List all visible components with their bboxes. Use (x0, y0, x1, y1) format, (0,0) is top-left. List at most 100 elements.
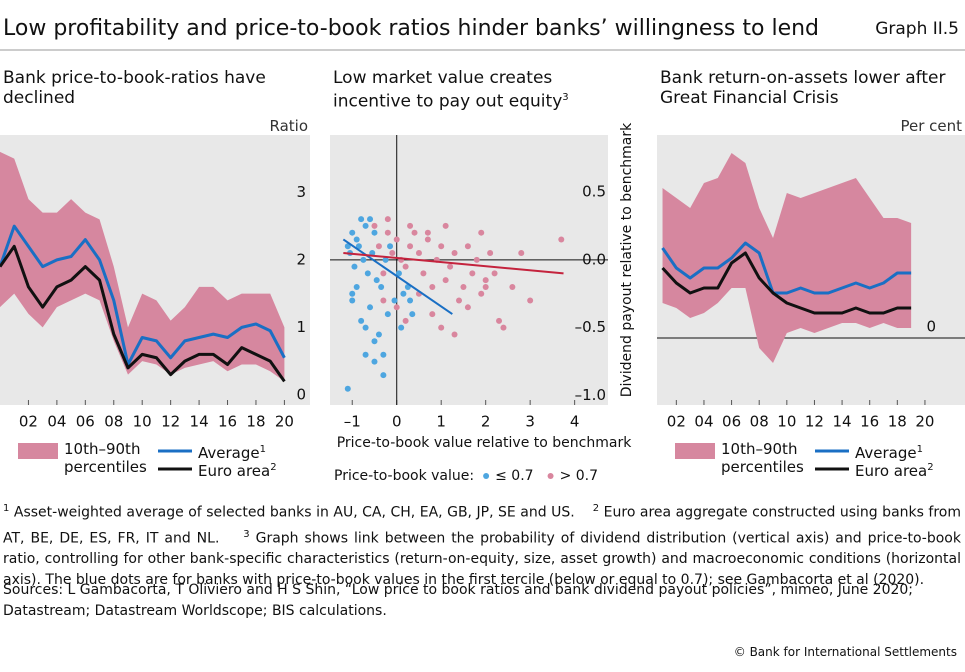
x-tick-label: 20 (275, 413, 294, 431)
scatter-point (451, 250, 458, 257)
legend-label: Average (855, 444, 917, 462)
y-tick-label: 1 (296, 318, 306, 336)
y-tick-label: 2 (296, 250, 306, 268)
scatter-point (369, 250, 376, 257)
scatter-point (367, 216, 374, 223)
scatter-point (482, 277, 489, 284)
footnote-mark: 1 (3, 503, 10, 514)
scatter-point (351, 263, 358, 270)
scatter-point (384, 229, 391, 236)
percentile-band (0, 151, 285, 382)
y-tick-label: 0 (296, 385, 306, 403)
scatter-point (496, 317, 503, 324)
x-tick-label: 10 (777, 413, 796, 431)
scatter-point (527, 297, 534, 304)
legend-label: 10th–90th percentiles (721, 440, 804, 476)
scatter-point (402, 317, 409, 324)
scatter-point (447, 263, 454, 270)
scatter-point (393, 304, 400, 311)
legend-label: > 0.7 (560, 468, 598, 484)
scatter-point (478, 229, 485, 236)
legend-note: 1 (916, 444, 923, 455)
footnote-text: Asset-weighted average of selected banks… (13, 504, 575, 521)
scatter-point (362, 351, 369, 358)
scatter-point (362, 222, 369, 229)
scatter-point (362, 324, 369, 331)
scatter-point (393, 236, 400, 243)
scatter-point (355, 243, 362, 250)
scatter-point (442, 277, 449, 284)
scatter-point (400, 290, 407, 297)
legend-note: 1 (259, 444, 266, 455)
panel-title: Bank return-on-assets lower after Great … (660, 68, 960, 108)
panel-title: Bank price-to-book-ratios have declined (3, 68, 303, 108)
scatter-point (384, 216, 391, 223)
x-tick-label: 06 (76, 413, 95, 431)
scatter-point (384, 311, 391, 318)
scatter-point (464, 304, 471, 311)
scatter-point (380, 297, 387, 304)
x-tick-label: 04 (47, 413, 66, 431)
legend-entry: Euro area2 (198, 459, 277, 480)
scatter-point (409, 311, 416, 318)
scatter-point (558, 236, 565, 243)
x-axis-label: Price-to-book value relative to benchmar… (337, 435, 633, 451)
unit-label: Ratio (269, 117, 308, 135)
scatter-point (353, 283, 360, 290)
scatter-point (371, 222, 378, 229)
scatter-point (469, 270, 476, 277)
panel-title: Low market value creates incentive to pa… (333, 68, 633, 112)
scatter-point (358, 317, 365, 324)
legend-entry: Average1 (855, 441, 923, 462)
legend-title: Price-to-book value: (334, 468, 474, 484)
scatter-point (429, 283, 436, 290)
scatter-point (395, 270, 402, 277)
x-tick-label: 18 (246, 413, 265, 431)
scatter-point (375, 243, 382, 250)
scatter-point (391, 297, 398, 304)
sources: Sources: L Gambacorta, T Oliviero and H … (3, 582, 914, 619)
footnote-text: Euro area aggregate constructed using ba… (3, 504, 962, 547)
scatter-point (349, 290, 356, 297)
series-line (661, 251, 912, 315)
copyright: © Bank for International Settlements (733, 645, 957, 659)
scatter-point (438, 324, 445, 331)
scatter-point (378, 283, 385, 290)
x-tick-label: 2 (481, 413, 491, 431)
scatter-point (367, 304, 374, 311)
scatter-point (420, 270, 427, 277)
legend-label: Average (198, 444, 260, 462)
legend-entry: Average1 (198, 441, 266, 462)
scatter-point (380, 270, 387, 277)
scatter-point (349, 229, 356, 236)
scatter-point (451, 331, 458, 338)
scatter-point (382, 256, 389, 263)
footnote-text: Graph shows link between the probability… (3, 530, 961, 589)
legend-note: 2 (270, 462, 277, 473)
x-tick-label: 14 (190, 413, 209, 431)
scatter-point (389, 250, 396, 257)
scatter-point (371, 229, 378, 236)
scatter-point (398, 324, 405, 331)
footnote-mark: 2 (592, 503, 600, 514)
x-tick-label: 3 (525, 413, 535, 431)
y-axis-label: Dividend payout relative to benchmark (619, 122, 635, 397)
x-tick-label: 14 (833, 413, 852, 431)
scatter-point (407, 243, 414, 250)
scatter-point (478, 290, 485, 297)
footnotes: 1 Asset-weighted average of selected ban… (3, 498, 961, 591)
scatter-point (442, 222, 449, 229)
scatter-point (358, 216, 365, 223)
scatter-point (402, 263, 409, 270)
scatter-point (380, 351, 387, 358)
legend-swatch (18, 443, 58, 459)
graph-label: Graph II.5 (875, 19, 959, 39)
x-tick-label: 02 (667, 413, 686, 431)
x-tick-label: 10 (133, 413, 152, 431)
legend-marker (483, 473, 490, 479)
scatter-point (455, 297, 462, 304)
scatter-point (364, 270, 371, 277)
footnote-mark: 3 (243, 528, 250, 540)
scatter-point (473, 256, 480, 263)
